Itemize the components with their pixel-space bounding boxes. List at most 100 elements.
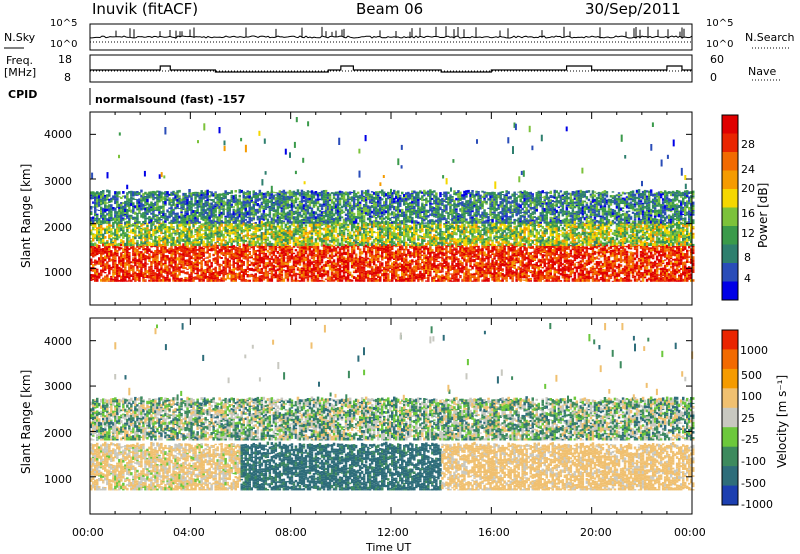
data-cell <box>330 205 334 210</box>
data-cell <box>300 226 304 229</box>
data-cell <box>132 223 135 225</box>
data-cell <box>264 276 268 279</box>
data-cell <box>156 251 159 254</box>
data-cell <box>272 202 276 204</box>
data-cell <box>356 212 360 216</box>
data-cell <box>192 221 195 224</box>
data-cell <box>102 239 105 243</box>
data-cell <box>312 258 316 262</box>
data-cell <box>308 191 312 193</box>
data-cell <box>362 259 366 262</box>
data-cell <box>284 194 288 197</box>
data-cell <box>366 217 370 221</box>
data-cell <box>164 246 167 250</box>
data-cell <box>370 201 374 203</box>
data-cell <box>387 263 390 265</box>
data-cell <box>218 231 221 234</box>
data-cell <box>176 201 179 204</box>
data-cell <box>190 230 193 234</box>
data-cell <box>92 202 95 204</box>
data-cell <box>310 232 314 235</box>
data-cell <box>144 251 147 254</box>
data-cell <box>124 218 127 220</box>
data-cell <box>192 251 195 254</box>
data-cell <box>332 204 336 207</box>
data-cell <box>304 277 308 279</box>
data-cell <box>302 191 306 193</box>
data-cell <box>268 224 272 228</box>
data-cell <box>280 212 284 214</box>
data-cell <box>116 198 119 201</box>
data-cell <box>288 268 292 272</box>
data-cell <box>206 256 209 259</box>
data-cell <box>180 211 183 214</box>
data-cell <box>228 225 231 228</box>
data-cell <box>242 219 245 223</box>
data-cell <box>174 243 177 247</box>
data-cell <box>120 214 123 217</box>
data-cell <box>254 237 257 239</box>
data-cell <box>352 194 356 197</box>
data-cell <box>379 261 382 263</box>
data-cell <box>352 193 356 195</box>
data-cell <box>379 276 382 280</box>
data-cell <box>144 214 147 218</box>
data-cell <box>346 212 350 215</box>
data-cell <box>258 254 262 257</box>
data-cell <box>232 271 235 275</box>
data-cell <box>286 208 290 210</box>
data-cell <box>230 194 233 197</box>
data-cell <box>236 244 239 246</box>
data-cell <box>224 263 227 265</box>
data-cell <box>152 251 155 254</box>
data-cell <box>316 271 320 275</box>
data-cell <box>290 236 294 240</box>
data-cell <box>166 274 169 277</box>
data-cell <box>148 231 151 235</box>
data-cell <box>178 223 181 225</box>
data-cell <box>304 198 308 201</box>
data-cell <box>232 268 235 272</box>
data-cell <box>114 210 117 214</box>
data-cell <box>316 267 320 271</box>
data-cell <box>126 228 129 229</box>
data-cell <box>118 212 121 216</box>
data-cell <box>220 272 223 275</box>
data-cell <box>188 265 191 269</box>
data-cell <box>260 276 264 279</box>
data-cell <box>270 278 274 281</box>
data-cell <box>256 254 260 256</box>
data-cell <box>364 214 368 216</box>
data-cell <box>120 225 123 228</box>
data-cell <box>256 240 260 244</box>
data-cell <box>142 278 145 282</box>
data-cell <box>372 262 376 266</box>
data-cell <box>258 189 262 194</box>
data-cell <box>374 258 378 261</box>
data-cell <box>286 244 290 246</box>
data-cell <box>138 228 141 231</box>
data-cell <box>346 217 350 220</box>
data-cell <box>114 213 117 215</box>
data-cell <box>294 265 298 267</box>
data-cell <box>306 274 310 276</box>
data-cell <box>104 277 107 279</box>
data-cell <box>126 213 129 216</box>
data-cell <box>350 220 354 224</box>
data-cell <box>348 215 352 219</box>
data-cell <box>324 216 328 218</box>
data-cell <box>90 242 93 246</box>
data-cell <box>190 195 193 198</box>
data-cell <box>316 221 320 224</box>
data-cell <box>282 195 286 199</box>
data-cell <box>146 208 149 212</box>
data-cell <box>100 269 103 272</box>
data-cell <box>256 261 260 263</box>
data-cell <box>336 215 340 218</box>
data-cell <box>244 193 247 196</box>
data-cell <box>362 204 366 206</box>
data-cell <box>354 268 358 270</box>
data-cell <box>96 204 99 208</box>
data-cell <box>108 269 111 272</box>
data-cell <box>332 248 336 250</box>
